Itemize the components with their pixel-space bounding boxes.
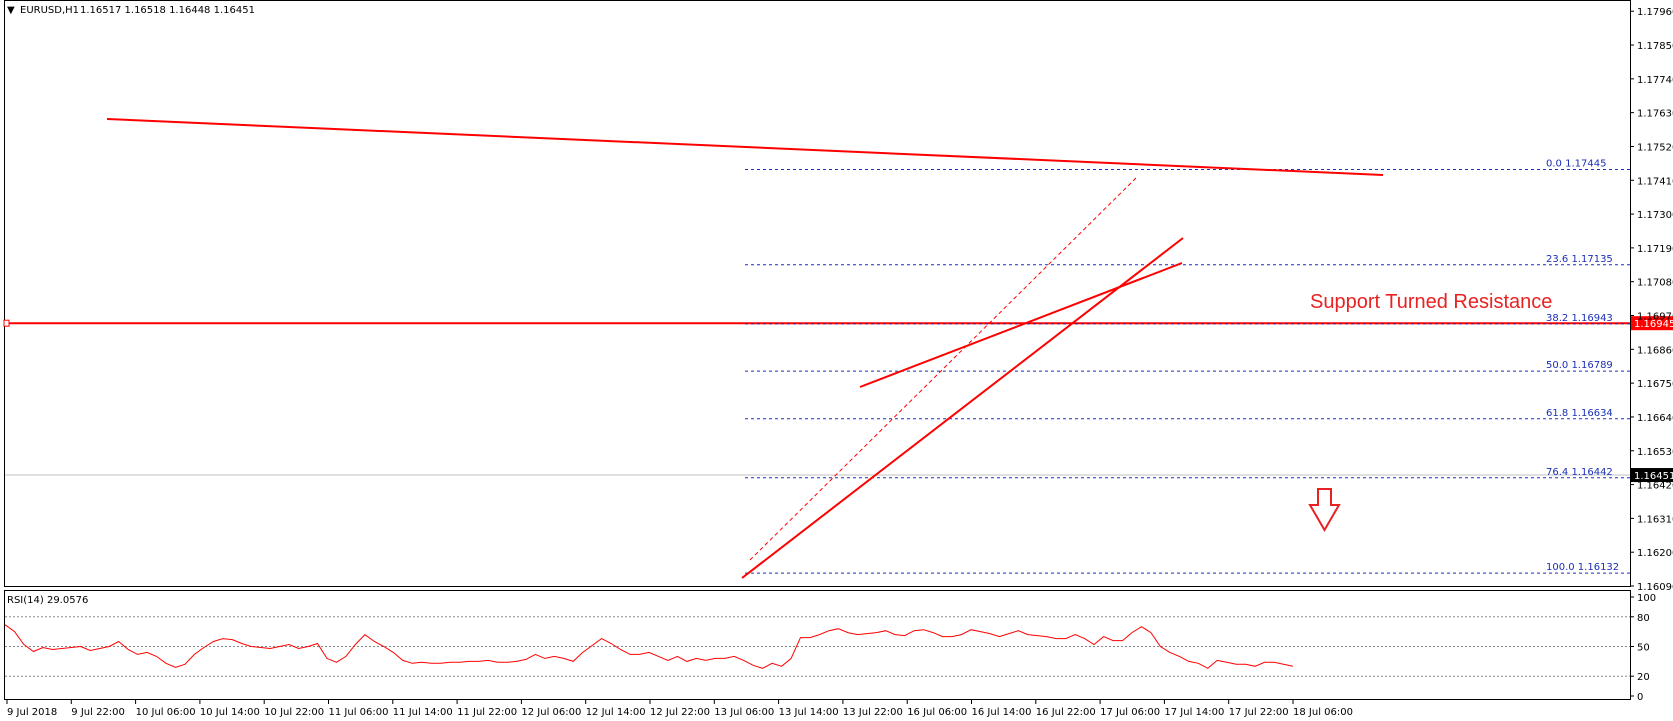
fib-level-label: 76.4 1.16442 [1546, 467, 1613, 478]
time-axis: 9 Jul 2018 9 Jul 22:00 10 Jul 06:00 10 Jul … [6, 700, 1353, 718]
time-tick-label: 11 Jul 14:00 [393, 707, 453, 718]
trendline[interactable] [106, 118, 1384, 176]
rsi-tick-label: 100 [1637, 593, 1656, 604]
fibonacci-retracement[interactable]: 0.0 1.17445 23.6 1.17135 38.2 1.16943 50.0 … [3, 159, 1673, 574]
rsi-pane [4, 590, 1631, 700]
price-marker-box [1631, 316, 1673, 331]
price-tick-label: 1.16530 [1637, 447, 1673, 458]
time-tick-label: 10 Jul 22:00 [264, 707, 324, 718]
price-tick-label: 1.16310 [1637, 514, 1673, 525]
price-tick-label: 1.17960 [1637, 7, 1673, 18]
price-tick-label: 1.16420 [1637, 481, 1673, 492]
time-tick-label: 13 Jul 14:00 [779, 707, 839, 718]
price-tick-label: 1.16090 [1637, 582, 1673, 593]
fib-level-label: 38.2 1.16943 [1546, 313, 1613, 324]
price-marker-box [1631, 468, 1673, 483]
rsi-label: RSI(14) 29.0576 [7, 595, 88, 606]
fib-level-label: 50.0 1.16789 [1546, 360, 1613, 371]
price-tick-label: 1.17410 [1637, 176, 1673, 187]
rsi-line-path [4, 624, 1294, 669]
price-tick-label: 1.17520 [1637, 142, 1673, 153]
time-tick-label: 9 Jul 2018 [7, 707, 57, 718]
time-tick-label: 17 Jul 06:00 [1100, 707, 1160, 718]
fib-level-label: 0.0 1.17445 [1546, 159, 1606, 170]
trendlines[interactable] [106, 118, 1384, 579]
time-tick-label: 11 Jul 06:00 [329, 707, 389, 718]
down-arrow-icon [1308, 488, 1341, 532]
time-tick-label: 16 Jul 22:00 [1036, 707, 1096, 718]
trendline[interactable] [741, 237, 1184, 579]
price-axis: 1.17960 1.17850 1.17740 1.17630 1.17520 1.174… [1630, 7, 1673, 593]
time-tick-label: 16 Jul 06:00 [907, 707, 967, 718]
price-tick-label: 1.17300 [1637, 210, 1673, 221]
time-tick-label: 12 Jul 06:00 [521, 707, 581, 718]
time-tick-label: 18 Jul 06:00 [1293, 707, 1353, 718]
price-marker-label: 1.16945 [1634, 319, 1673, 330]
time-tick-label: 13 Jul 22:00 [843, 707, 903, 718]
price-marker-label: 1.16451 [1634, 471, 1673, 482]
time-tick-label: 12 Jul 22:00 [650, 707, 710, 718]
support-resistance-handle[interactable] [3, 319, 10, 327]
time-tick-label: 10 Jul 14:00 [200, 707, 260, 718]
price-tick-label: 1.16200 [1637, 548, 1673, 559]
price-tick-label: 1.16640 [1637, 413, 1673, 424]
rsi-tick-label: 0 [1637, 692, 1643, 703]
header-symbol: EURUSD,H1 [20, 5, 79, 16]
time-tick-label: 9 Jul 22:00 [71, 707, 125, 718]
price-tick-label: 1.17740 [1637, 75, 1673, 86]
time-tick-label: 17 Jul 22:00 [1229, 707, 1289, 718]
rsi-line [4, 624, 1294, 669]
support-turned-resistance-label: Support Turned Resistance [1310, 291, 1552, 313]
price-tick-label: 1.16970 [1637, 312, 1673, 323]
header-arrow-icon[interactable]: ▼ [7, 5, 15, 16]
price-tick-label: 1.17630 [1637, 109, 1673, 120]
price-tick-label: 1.16860 [1637, 345, 1673, 356]
time-tick-label: 11 Jul 22:00 [457, 707, 517, 718]
price-tick-label: 1.17850 [1637, 41, 1673, 52]
header-ohlc: 1.16517 1.16518 1.16448 1.16451 [80, 5, 255, 16]
rsi-levels [5, 616, 1630, 677]
time-tick-label: 10 Jul 06:00 [136, 707, 196, 718]
fib-level-label: 100.0 1.16132 [1546, 562, 1619, 573]
fib-level-label: 61.8 1.16634 [1546, 408, 1613, 419]
rsi-tick-label: 80 [1637, 613, 1650, 624]
time-tick-label: 13 Jul 06:00 [714, 707, 774, 718]
price-tick-label: 1.17190 [1637, 244, 1673, 255]
price-pane [4, 0, 1631, 587]
fib-level-label: 23.6 1.17135 [1546, 254, 1613, 265]
price-tick-label: 1.16750 [1637, 379, 1673, 390]
time-tick-label: 17 Jul 14:00 [1164, 707, 1224, 718]
time-tick-label: 12 Jul 14:00 [586, 707, 646, 718]
time-tick-label: 16 Jul 14:00 [972, 707, 1032, 718]
rsi-axis: 100 80 50 20 0 [1630, 593, 1656, 703]
rsi-tick-label: 20 [1637, 672, 1650, 683]
rsi-tick-label: 50 [1637, 643, 1650, 654]
trendline[interactable] [859, 262, 1183, 388]
price-tick-label: 1.17080 [1637, 278, 1673, 289]
